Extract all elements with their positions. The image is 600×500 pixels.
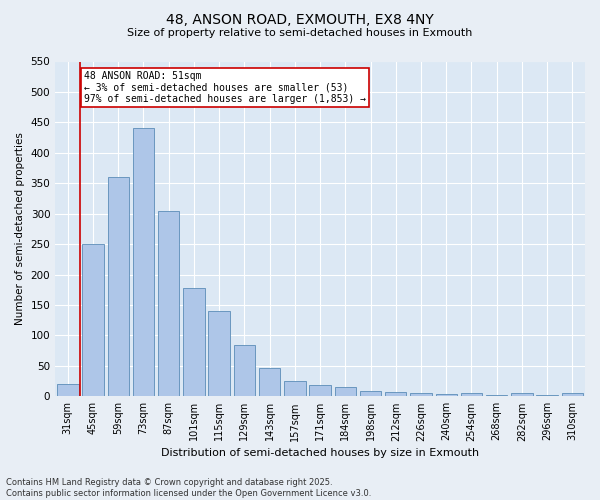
- Bar: [410, 394, 432, 396]
- Bar: [310, 386, 331, 396]
- Bar: [511, 394, 533, 396]
- Bar: [284, 381, 305, 396]
- Bar: [233, 344, 255, 397]
- Bar: [107, 177, 129, 396]
- Bar: [385, 392, 406, 396]
- Bar: [436, 394, 457, 396]
- Text: 48 ANSON ROAD: 51sqm
← 3% of semi-detached houses are smaller (53)
97% of semi-d: 48 ANSON ROAD: 51sqm ← 3% of semi-detach…: [84, 70, 366, 104]
- Text: Size of property relative to semi-detached houses in Exmouth: Size of property relative to semi-detach…: [127, 28, 473, 38]
- X-axis label: Distribution of semi-detached houses by size in Exmouth: Distribution of semi-detached houses by …: [161, 448, 479, 458]
- Bar: [360, 392, 381, 396]
- Bar: [461, 394, 482, 396]
- Bar: [183, 288, 205, 397]
- Bar: [82, 244, 104, 396]
- Bar: [208, 311, 230, 396]
- Bar: [259, 368, 280, 396]
- Text: Contains HM Land Registry data © Crown copyright and database right 2025.
Contai: Contains HM Land Registry data © Crown c…: [6, 478, 371, 498]
- Bar: [57, 384, 79, 396]
- Bar: [158, 210, 179, 396]
- Bar: [133, 128, 154, 396]
- Bar: [536, 395, 558, 396]
- Y-axis label: Number of semi-detached properties: Number of semi-detached properties: [15, 132, 25, 326]
- Bar: [335, 387, 356, 396]
- Bar: [486, 395, 508, 396]
- Text: 48, ANSON ROAD, EXMOUTH, EX8 4NY: 48, ANSON ROAD, EXMOUTH, EX8 4NY: [166, 12, 434, 26]
- Bar: [562, 394, 583, 396]
